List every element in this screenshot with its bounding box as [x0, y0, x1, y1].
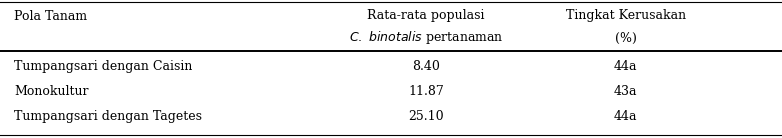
- Text: 8.40: 8.40: [412, 60, 440, 73]
- Text: Tumpangsari dengan Caisin: Tumpangsari dengan Caisin: [14, 60, 192, 73]
- Text: Rata-rata populasi: Rata-rata populasi: [368, 10, 485, 22]
- Text: 44a: 44a: [614, 60, 637, 73]
- Text: 25.10: 25.10: [408, 110, 444, 123]
- Text: 43a: 43a: [614, 85, 637, 98]
- Text: Pola Tanam: Pola Tanam: [14, 10, 88, 22]
- Text: (%): (%): [615, 31, 637, 44]
- Text: 44a: 44a: [614, 110, 637, 123]
- Text: $\it{C.\ binotalis}$ pertanaman: $\it{C.\ binotalis}$ pertanaman: [349, 30, 504, 47]
- Text: 11.87: 11.87: [408, 85, 444, 98]
- Text: Tingkat Kerusakan: Tingkat Kerusakan: [565, 10, 686, 22]
- Text: Monokultur: Monokultur: [14, 85, 88, 98]
- Text: Tumpangsari dengan Tagetes: Tumpangsari dengan Tagetes: [14, 110, 202, 123]
